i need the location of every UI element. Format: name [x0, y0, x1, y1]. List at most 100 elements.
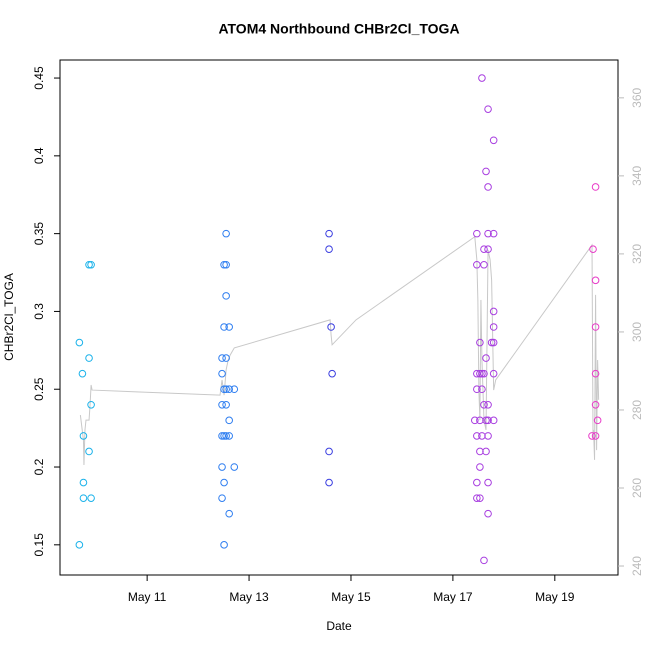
point: [480, 260, 488, 269]
point: [478, 369, 486, 378]
y-tick-label: 0.15: [32, 533, 46, 557]
point: [473, 260, 481, 269]
point: [476, 338, 484, 347]
point: [489, 369, 498, 378]
point: [591, 369, 600, 378]
point: [225, 385, 233, 394]
point: [87, 494, 95, 502]
point: [230, 385, 239, 394]
point: [225, 323, 233, 331]
y2-tick-label: 360: [630, 88, 644, 108]
point: [484, 416, 492, 425]
point: [476, 369, 484, 378]
point: [489, 307, 498, 316]
point: [482, 354, 490, 362]
point: [473, 369, 481, 378]
point: [484, 245, 492, 253]
point: [222, 260, 230, 269]
point: [87, 260, 95, 269]
y-tick-label: 0.35: [32, 222, 46, 246]
point: [473, 432, 481, 440]
point: [476, 463, 484, 471]
point: [222, 400, 230, 409]
point: [473, 478, 481, 487]
x-tick-label: May 13: [229, 590, 269, 604]
y2-tick-label: 340: [630, 166, 644, 186]
point: [327, 323, 335, 331]
point: [591, 432, 600, 440]
y2-tick-label: 260: [630, 478, 644, 498]
point: [480, 245, 488, 253]
point: [75, 338, 84, 347]
point: [325, 245, 333, 253]
point: [218, 432, 226, 440]
point: [220, 260, 228, 269]
x-axis-label: Date: [326, 619, 352, 633]
point: [85, 260, 93, 269]
x-tick-label: May 15: [331, 590, 371, 604]
point: [476, 494, 484, 502]
point: [489, 229, 498, 238]
point: [225, 509, 233, 518]
point: [218, 354, 226, 362]
point: [222, 354, 230, 362]
point: [220, 478, 228, 487]
point: [478, 385, 486, 394]
point: [591, 276, 600, 285]
point: [75, 541, 84, 549]
point: [484, 478, 492, 487]
point: [482, 416, 490, 425]
point: [478, 74, 486, 82]
point: [591, 323, 600, 331]
point: [591, 400, 600, 409]
point: [230, 463, 239, 471]
point: [588, 432, 596, 440]
point: [222, 292, 230, 300]
point: [218, 400, 226, 409]
point: [79, 432, 88, 440]
point: [325, 229, 333, 238]
point: [222, 229, 230, 238]
point: [484, 183, 492, 191]
point: [87, 400, 95, 409]
chart-title: ATOM4 Northbound CHBr2Cl_TOGA: [218, 21, 459, 37]
point: [222, 432, 230, 440]
point: [484, 105, 492, 113]
x-tick-label: May 19: [535, 590, 575, 604]
point: [218, 369, 226, 378]
point: [325, 447, 333, 456]
point: [225, 432, 233, 440]
point: [484, 400, 492, 409]
y2-tick-label: 320: [630, 244, 644, 264]
point: [484, 229, 492, 238]
point: [220, 432, 228, 440]
point: [328, 369, 336, 378]
line: [79, 235, 600, 465]
y-tick-label: 0.2: [32, 458, 46, 475]
point: [85, 354, 93, 362]
point: [489, 416, 498, 425]
point: [489, 136, 498, 145]
point: [220, 323, 228, 331]
y-tick-label: 0.3: [32, 303, 46, 320]
point: [489, 323, 498, 331]
point: [484, 509, 492, 518]
point: [473, 229, 481, 238]
point: [482, 447, 490, 456]
point: [78, 369, 87, 378]
y-axis-label: CHBr2Cl_TOGA: [2, 273, 16, 361]
point: [79, 494, 88, 502]
point: [482, 167, 490, 176]
point: [218, 494, 226, 502]
y-tick-label: 0.4: [32, 147, 46, 164]
point: [589, 245, 597, 253]
point: [79, 478, 88, 487]
point: [222, 385, 230, 394]
y2-tick-label: 240: [630, 556, 644, 576]
point: [480, 556, 488, 565]
y-tick-label: 0.25: [32, 377, 46, 401]
x-tick-label: May 17: [433, 590, 473, 604]
point: [471, 416, 479, 425]
